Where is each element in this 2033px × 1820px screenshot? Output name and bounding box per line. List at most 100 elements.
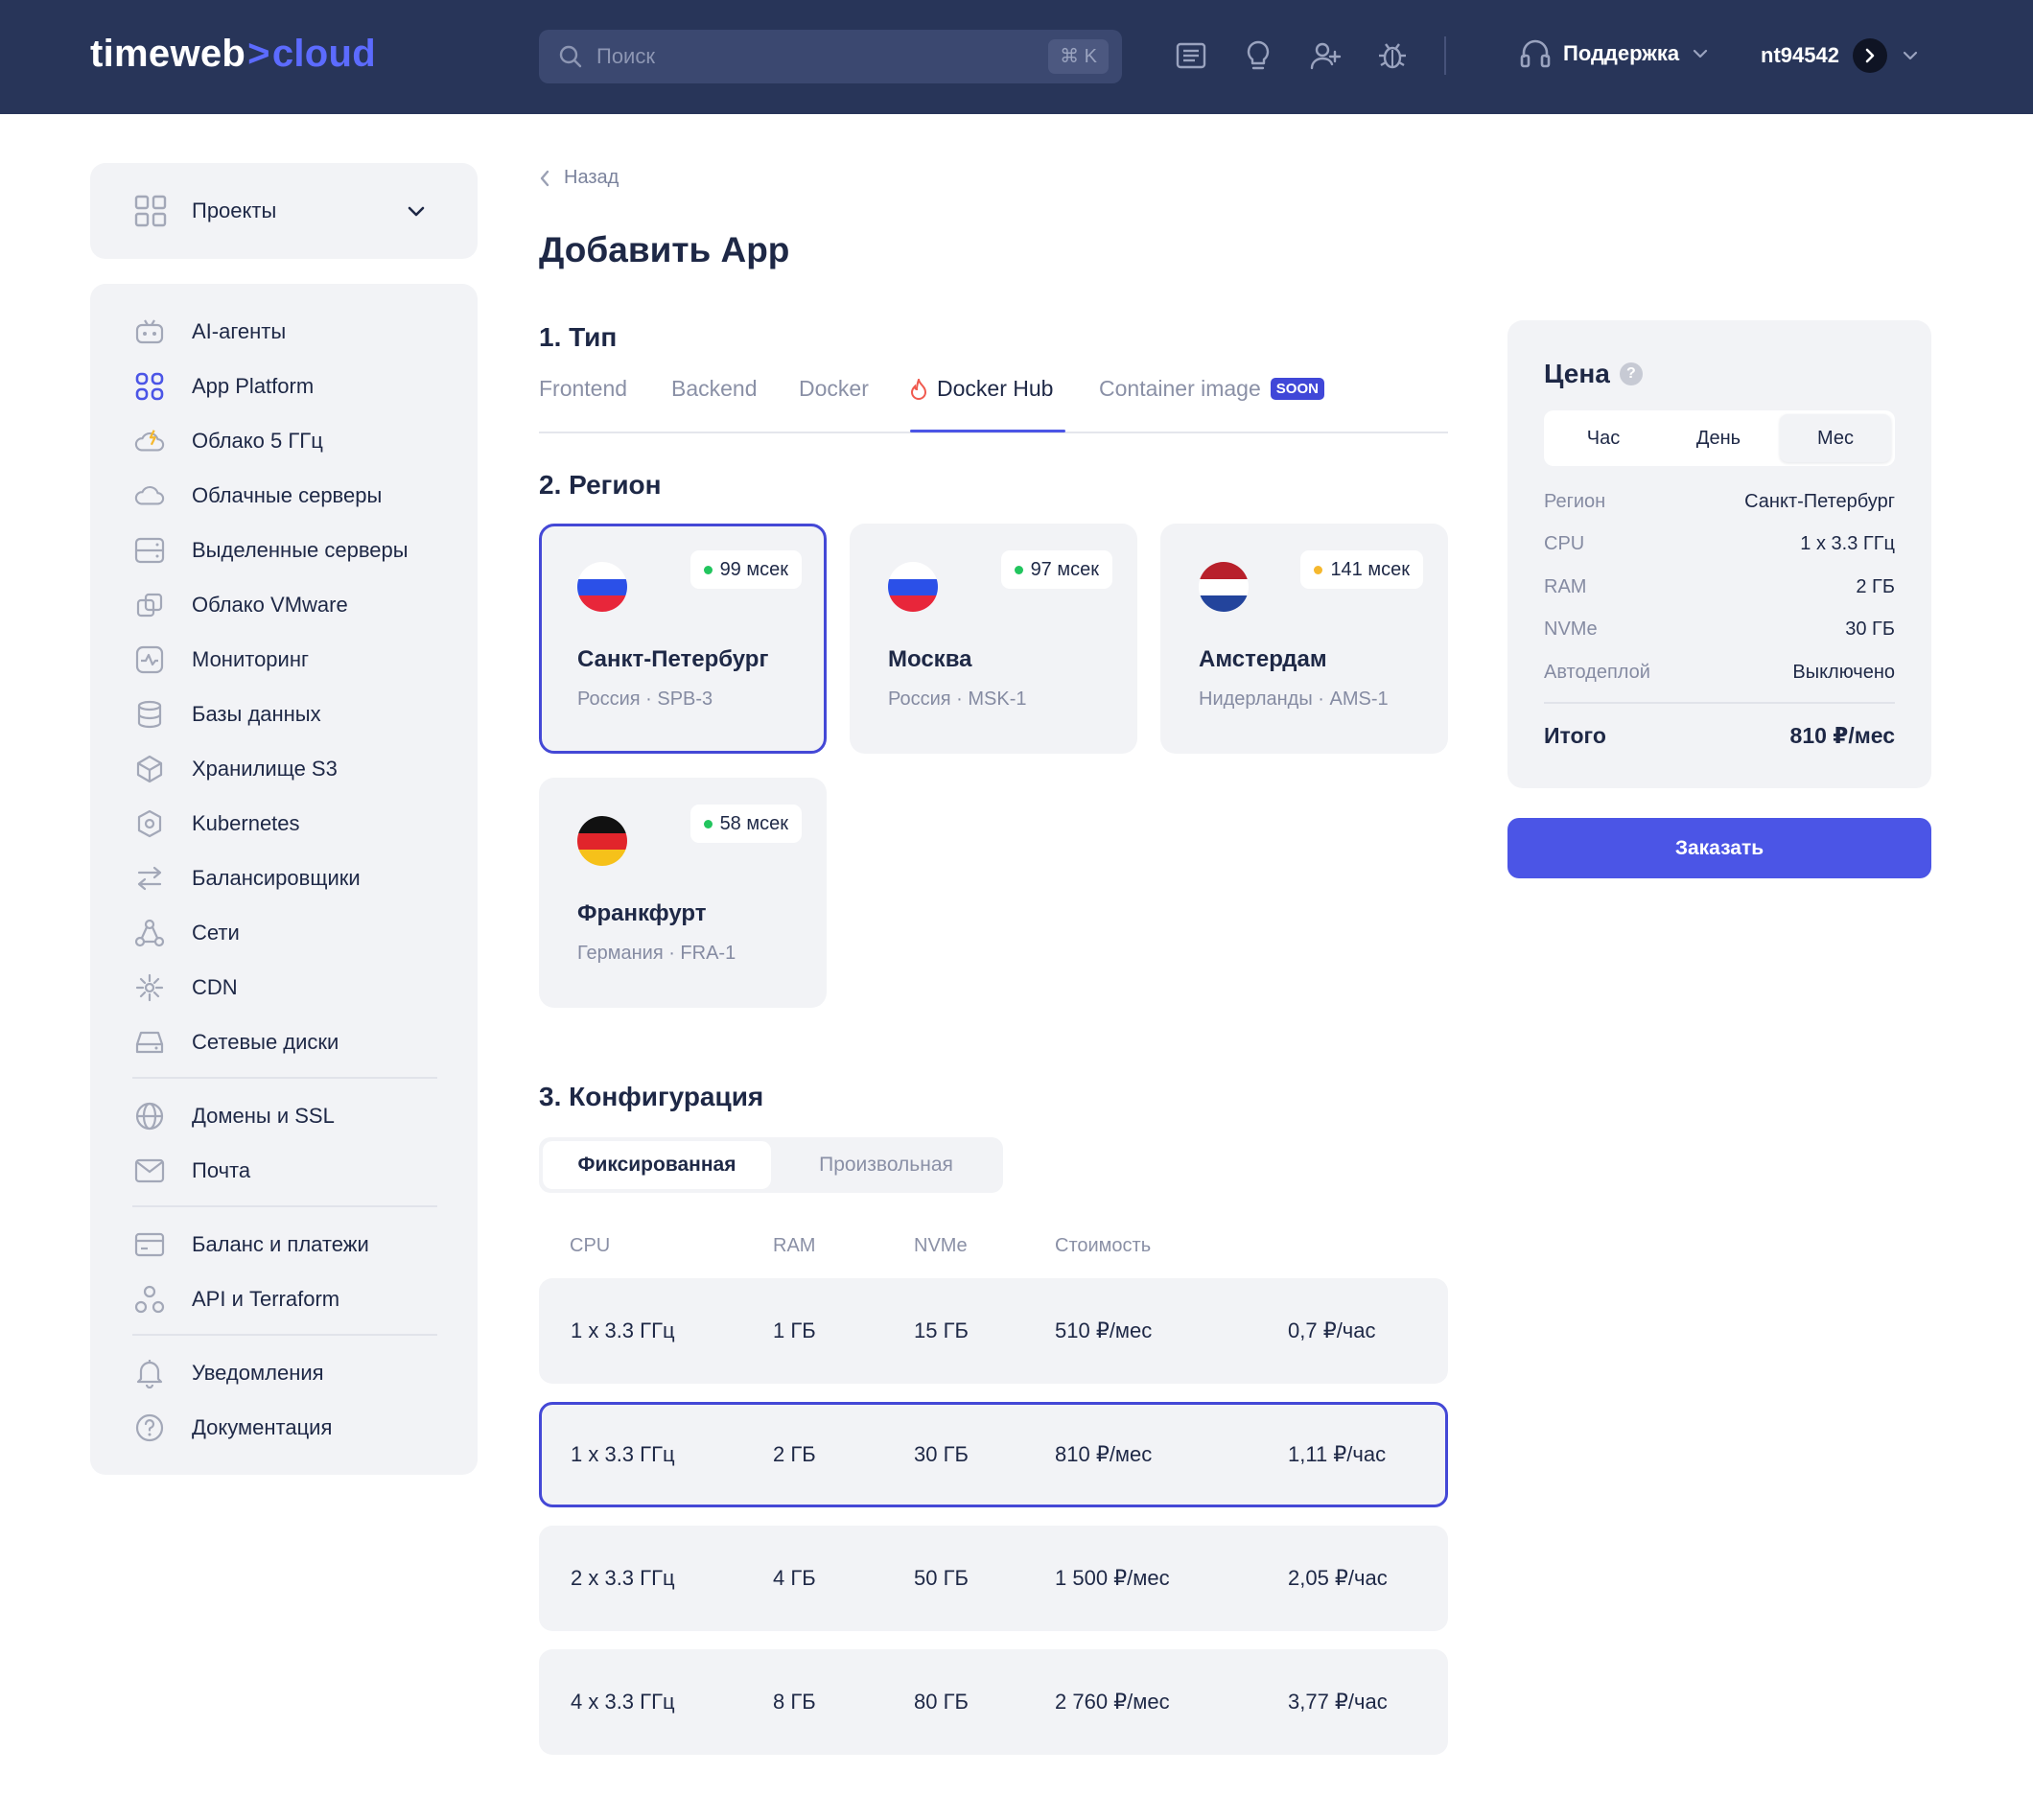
region-card-msk[interactable]: 97 мсек Москва Россия · MSK-1 xyxy=(850,524,1137,754)
price-value: 2 ГБ xyxy=(1856,576,1895,597)
column-header-ram: RAM xyxy=(773,1235,816,1256)
app-type-tabs: Frontend Backend Docker Docker Hub Conta… xyxy=(539,372,1448,433)
sidebar-item-docs[interactable]: Документация xyxy=(90,1404,478,1452)
price-value: 30 ГБ xyxy=(1845,618,1895,640)
bug-icon[interactable] xyxy=(1375,38,1410,73)
tab-backend[interactable]: Backend xyxy=(671,376,758,402)
cube-icon xyxy=(134,755,165,783)
order-button[interactable]: Заказать xyxy=(1507,818,1931,878)
sidebar-item-networks[interactable]: Сети xyxy=(90,909,478,957)
support-menu[interactable]: Поддержка xyxy=(1519,38,1710,69)
sidebar-item-kubernetes[interactable]: Kubernetes xyxy=(90,800,478,848)
cell-price-hour: 0,7 ₽/час xyxy=(1288,1318,1376,1342)
sidebar-item-network-disks[interactable]: Сетевые диски xyxy=(90,1018,478,1066)
sidebar-item-label: Сети xyxy=(192,921,240,945)
add-user-icon[interactable] xyxy=(1308,38,1343,73)
cell-price-hour: 2,05 ₽/час xyxy=(1288,1566,1388,1590)
logo[interactable]: timeweb > cloud xyxy=(90,33,376,76)
price-value: 1 x 3.3 ГГц xyxy=(1800,533,1895,554)
sidebar-item-label: Домены и SSL xyxy=(192,1104,335,1128)
bell-icon xyxy=(134,1360,165,1388)
news-icon[interactable] xyxy=(1174,38,1208,73)
flame-icon xyxy=(910,378,927,400)
period-month[interactable]: Мес xyxy=(1780,414,1891,462)
price-value: Выключено xyxy=(1792,662,1895,683)
sidebar-item-label: Выделенные серверы xyxy=(192,538,409,562)
cell-nvme: 80 ГБ xyxy=(914,1690,969,1714)
sidebar-item-label: App Platform xyxy=(192,374,315,398)
sidebar-item-cloud-servers[interactable]: Облачные серверы xyxy=(90,472,478,520)
region-subtitle: Германия · FRA-1 xyxy=(577,943,736,964)
sidebar-item-api[interactable]: API и Terraform xyxy=(90,1275,478,1323)
price-row-nvme: NVMe 30 ГБ xyxy=(1544,618,1895,641)
total-value: 810 ₽/мес xyxy=(1789,723,1895,748)
tab-docker-hub[interactable]: Docker Hub xyxy=(910,376,1053,402)
price-divider xyxy=(1544,702,1895,704)
sidebar-item-notifications[interactable]: Уведомления xyxy=(90,1349,478,1397)
config-row[interactable]: 2 x 3.3 ГГц 4 ГБ 50 ГБ 1 500 ₽/мес 2,05 … xyxy=(539,1526,1448,1631)
price-row-region: Регион Санкт-Петербург xyxy=(1544,491,1895,513)
search-input[interactable]: Поиск ⌘ K xyxy=(539,30,1122,83)
help-icon[interactable]: ? xyxy=(1619,362,1643,385)
price-panel: Цена ? Час День Мес Регион Санкт-Петербур… xyxy=(1507,320,1931,788)
sidebar-item-cloud-5ghz[interactable]: Облако 5 ГГц xyxy=(90,417,478,465)
tab-docker[interactable]: Docker xyxy=(799,376,869,402)
config-row-selected[interactable]: 1 x 3.3 ГГц 2 ГБ 30 ГБ 810 ₽/мес 1,11 ₽/… xyxy=(539,1402,1448,1507)
username: nt94542 xyxy=(1761,43,1839,67)
region-subtitle: Нидерланды · AMS-1 xyxy=(1199,688,1389,710)
sidebar-item-label: Kubernetes xyxy=(192,811,300,835)
ping-badge: 97 мсек xyxy=(1000,550,1112,589)
column-header-cpu: CPU xyxy=(570,1235,611,1256)
sidebar-item-app-platform[interactable]: App Platform xyxy=(90,362,478,410)
tab-label: Docker xyxy=(799,376,869,401)
search-placeholder: Поиск xyxy=(596,44,655,68)
price-key: Автодеплой xyxy=(1544,662,1650,683)
tab-frontend[interactable]: Frontend xyxy=(539,376,627,402)
period-day[interactable]: День xyxy=(1695,427,1741,449)
projects-label: Проекты xyxy=(192,198,277,222)
sidebar-item-s3[interactable]: Хранилище S3 xyxy=(90,745,478,793)
sidebar-item-billing[interactable]: Баланс и платежи xyxy=(90,1221,478,1269)
price-row-cpu: CPU 1 x 3.3 ГГц xyxy=(1544,533,1895,555)
tab-label: Frontend xyxy=(539,376,628,401)
logo-chevron: > xyxy=(247,33,270,75)
cell-nvme: 15 ГБ xyxy=(914,1318,969,1342)
api-icon xyxy=(134,1285,165,1314)
page-title: Добавить App xyxy=(539,230,790,269)
status-dot xyxy=(1014,565,1023,574)
tab-container-image[interactable]: Container image SOON xyxy=(1099,376,1324,402)
config-fixed-option[interactable]: Фиксированная xyxy=(543,1141,771,1189)
cell-cpu: 1 x 3.3 ГГц xyxy=(571,1318,675,1342)
region-card-spb[interactable]: 99 мсек Санкт-Петербург Россия · SPB-3 xyxy=(539,524,827,754)
sidebar-item-domains[interactable]: Домены и SSL xyxy=(90,1092,478,1140)
sidebar-item-vmware[interactable]: Облако VMware xyxy=(90,581,478,629)
sidebar-item-cdn[interactable]: CDN xyxy=(90,964,478,1012)
sidebar-item-ai-agents[interactable]: AI-агенты xyxy=(90,308,478,356)
region-card-ams[interactable]: 141 мсек Амстердам Нидерланды · AMS-1 xyxy=(1160,524,1448,754)
sidebar-item-dedicated-servers[interactable]: Выделенные серверы xyxy=(90,526,478,574)
region-card-fra[interactable]: 58 мсек Франкфурт Германия · FRA-1 xyxy=(539,778,827,1008)
arrows-icon xyxy=(134,865,165,892)
cdn-icon xyxy=(134,973,165,1002)
sidebar-item-balancers[interactable]: Балансировщики xyxy=(90,854,478,902)
projects-dropdown[interactable]: Проекты xyxy=(90,163,478,259)
config-row[interactable]: 1 x 3.3 ГГц 1 ГБ 15 ГБ 510 ₽/мес 0,7 ₽/ч… xyxy=(539,1278,1448,1384)
back-link[interactable]: Назад xyxy=(539,167,619,189)
sidebar-item-label: API и Terraform xyxy=(192,1287,340,1311)
cell-price-month: 510 ₽/мес xyxy=(1055,1318,1153,1342)
config-row[interactable]: 4 x 3.3 ГГц 8 ГБ 80 ГБ 2 760 ₽/мес 3,77 … xyxy=(539,1649,1448,1755)
cell-price-hour: 3,77 ₽/час xyxy=(1288,1690,1388,1714)
ping-badge: 99 мсек xyxy=(689,550,802,589)
config-custom-option[interactable]: Произвольная xyxy=(819,1154,953,1176)
sidebar-item-label: Мониторинг xyxy=(192,647,310,671)
chevron-right-icon xyxy=(1852,38,1887,73)
lightbulb-icon[interactable] xyxy=(1241,38,1275,73)
cell-cpu: 1 x 3.3 ГГц xyxy=(571,1442,675,1466)
sidebar-item-mail[interactable]: Почта xyxy=(90,1147,478,1195)
price-value: Санкт-Петербург xyxy=(1744,491,1895,512)
sidebar-item-monitoring[interactable]: Мониторинг xyxy=(90,636,478,684)
ping-value: 141 мсек xyxy=(1330,558,1410,580)
sidebar-item-databases[interactable]: Базы данных xyxy=(90,690,478,738)
user-menu[interactable]: nt94542 xyxy=(1761,38,1920,73)
period-hour[interactable]: Час xyxy=(1586,427,1621,449)
